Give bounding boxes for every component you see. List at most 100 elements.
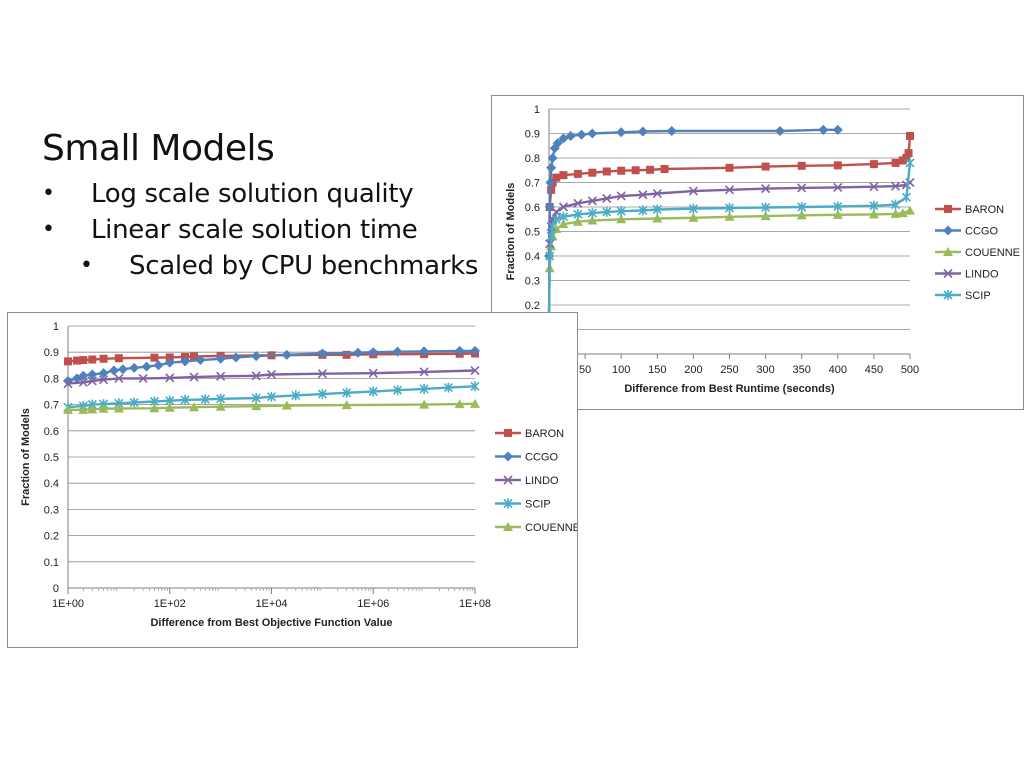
data-point [99,354,108,363]
bullet-text: Linear scale solution time [91,215,418,245]
data-point [549,143,560,154]
data-point [869,182,879,192]
y-tick-label: 0.3 [44,504,59,516]
data-point [98,375,109,385]
x-tick-label: 1E+00 [52,598,84,610]
legend-label: LINDO [525,475,559,487]
data-point [897,208,908,218]
data-point [760,211,771,221]
data-point [558,219,569,229]
data-point [251,371,261,381]
data-point [573,169,582,178]
data-point [559,171,568,180]
x-tick-label: 1E+02 [154,598,186,610]
data-point [368,386,378,397]
y-tick-label: 0.7 [44,400,59,412]
x-axis-title: Difference from Best Objective Function … [150,617,392,629]
legend-label: COUENNE [965,247,1020,259]
data-point [833,201,843,212]
legend-item: COUENNE [935,247,1020,259]
data-point [78,370,89,381]
data-point [587,208,597,219]
data-point [180,394,190,405]
data-point [545,177,556,188]
data-point [87,369,98,380]
data-point [317,389,327,400]
data-point [818,124,829,135]
series-couenne [544,205,915,329]
data-point [180,356,191,367]
data-point [129,362,140,373]
series-couenne [63,398,480,414]
legend-item: SCIP [935,290,991,302]
bullet-text: Log scale solution quality [91,179,414,209]
data-point [545,251,555,261]
x-tick-label: 500 [901,364,919,376]
y-tick-label: 0.6 [525,202,540,214]
data-point [189,402,200,412]
data-point [87,404,98,414]
data-point [470,398,480,408]
y-tick-label: 1 [534,104,540,116]
data-point [341,400,352,410]
data-point [833,182,843,192]
data-point [141,361,152,372]
bullet-item: • Log scale solution quality [0,176,490,212]
data-point [266,391,277,402]
data-point [165,373,175,383]
data-point [869,200,879,211]
data-point [869,160,878,169]
data-point [547,153,558,163]
x-tick-label: 250 [720,364,738,376]
bullet-dot-icon: • [42,181,55,206]
legend-item: CCGO [935,225,998,238]
data-point [905,157,915,168]
data-point [546,162,557,173]
data-point [576,129,587,140]
series-line [67,369,476,385]
data-point [117,364,128,375]
legend-label: BARON [525,428,564,440]
data-point [573,198,583,208]
data-point [890,208,901,218]
bullet-subitem: • Scaled by CPU benchmarks [0,248,490,284]
bullet-item: • Linear scale solution time [0,212,490,248]
data-point [565,130,576,141]
data-point [138,373,148,383]
bullet-list: • Log scale solution quality • Linear sc… [0,176,490,284]
data-point [419,399,430,409]
data-point [164,402,175,412]
data-point [616,206,626,217]
runtime-chart-svg: 00.10.20.30.40.50.60.70.80.9105010015020… [505,104,1020,395]
data-point [638,190,648,200]
data-point [195,355,206,366]
legend-marker [504,429,512,437]
data-point [149,403,160,413]
data-point [688,186,698,196]
series-line [67,349,475,383]
legend-label: SCIP [965,290,991,302]
data-point [617,166,626,175]
data-point [637,126,648,137]
bullet-text: Scaled by CPU benchmarks [129,251,479,281]
x-tick-label: 300 [756,364,774,376]
data-point [72,356,81,365]
data-point [153,360,164,371]
data-point [602,167,611,176]
data-point [352,347,363,358]
y-tick-label: 0.6 [44,426,59,438]
series-line [547,128,838,257]
y-tick-label: 0.7 [525,178,540,190]
data-point [230,352,241,363]
series-ccgo [544,124,843,261]
data-point [368,368,378,378]
data-point [551,224,562,234]
data-point [587,215,598,225]
data-point [724,202,735,213]
data-point [602,193,612,203]
data-point [797,183,807,193]
legend-label: CCGO [965,226,998,238]
data-point [666,126,677,137]
data-point [688,212,699,222]
objective-chart-svg: 0 0.1 0.2 0.3 0.4 0.5 0.6 0.7 0.8 0.9 1 1E+00 1E+02 1… [20,321,580,629]
